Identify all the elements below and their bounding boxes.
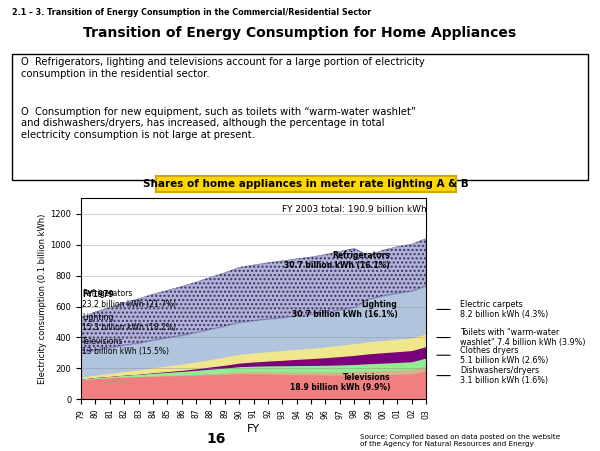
Text: FY1979: FY1979 <box>82 290 114 299</box>
Text: Televisions
18.9 billion kWh (9.9%): Televisions 18.9 billion kWh (9.9%) <box>290 373 390 392</box>
Text: Toilets with "warm-water
washlet" 7.4 billion kWh (3.9%): Toilets with "warm-water washlet" 7.4 bi… <box>460 328 585 347</box>
Text: Lighting
15.3 billion kWh (18.2%): Lighting 15.3 billion kWh (18.2%) <box>82 313 176 332</box>
Text: Clothes dryers
5.1 billion kWh (2.6%): Clothes dryers 5.1 billion kWh (2.6%) <box>460 345 548 365</box>
Text: FY 2003 total: 190.9 billion kWh: FY 2003 total: 190.9 billion kWh <box>282 205 427 214</box>
Text: 2.1 – 3. Transition of Energy Consumption in the Commercial/Residential Sector: 2.1 – 3. Transition of Energy Consumptio… <box>12 8 371 17</box>
Text: O  Refrigerators, lighting and televisions account for a large portion of electr: O Refrigerators, lighting and television… <box>21 57 424 79</box>
FancyBboxPatch shape <box>12 54 588 180</box>
Text: Source: Compiled based on data posted on the website
of the Agency for Natural R: Source: Compiled based on data posted on… <box>360 434 560 447</box>
Text: Dishwashers/dryers
3.1 billion kWh (1.6%): Dishwashers/dryers 3.1 billion kWh (1.6%… <box>460 366 548 385</box>
Text: Refrigerators
23.2 billion kWh (21.7%): Refrigerators 23.2 billion kWh (21.7%) <box>82 289 176 308</box>
Text: Refrigerators
30.7 billion kWh (16.1%): Refrigerators 30.7 billion kWh (16.1%) <box>284 251 390 270</box>
Text: Electric carpets
8.2 billion kWh (4.3%): Electric carpets 8.2 billion kWh (4.3%) <box>460 300 548 319</box>
Text: O  Consumption for new equipment, such as toilets with “warm-water washlet”
and : O Consumption for new equipment, such as… <box>21 106 416 140</box>
Y-axis label: Electricity consumption (0.1 billion kWh): Electricity consumption (0.1 billion kWh… <box>38 214 47 384</box>
Text: Lighting
30.7 billion kWh (16.1%): Lighting 30.7 billion kWh (16.1%) <box>292 300 397 319</box>
X-axis label: FY: FY <box>247 424 260 434</box>
Text: Televisions
13 billion kWh (15.5%): Televisions 13 billion kWh (15.5%) <box>82 337 169 356</box>
Text: Transition of Energy Consumption for Home Appliances: Transition of Energy Consumption for Hom… <box>83 26 517 40</box>
Text: Shares of home appliances in meter rate lighting A & B: Shares of home appliances in meter rate … <box>143 179 469 189</box>
Text: 16: 16 <box>206 432 226 446</box>
